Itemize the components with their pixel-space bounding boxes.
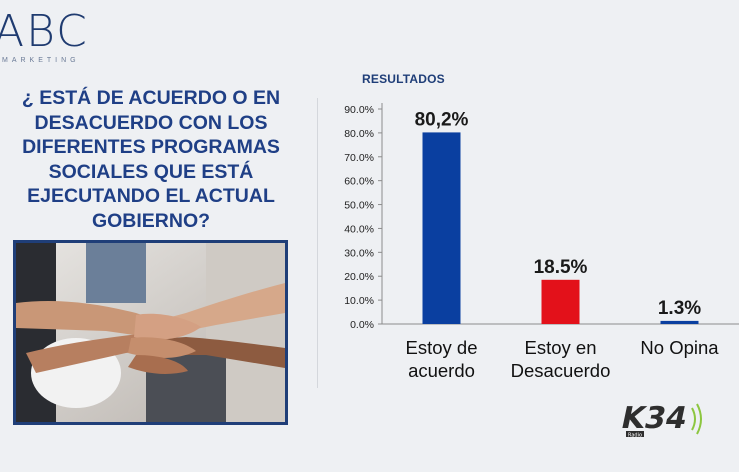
y-tick-label: 0.0%: [350, 319, 374, 331]
category-label: Estoy de: [406, 337, 478, 358]
bar: [660, 320, 699, 324]
category-label: Desacuerdo: [511, 360, 611, 381]
results-bar-chart: 0.0% 10.0% 20.0% 30.0% 40.0% 50.0% 60.0% 70.0% 8…: [344, 103, 739, 381]
survey-question: ¿ ESTÁ DE ACUERDO O EN DESACUERDO CON LO…: [21, 87, 281, 232]
data-label: 1.3%: [658, 298, 701, 319]
hands-together-image: [16, 243, 285, 422]
category-label: acuerdo: [408, 360, 475, 381]
category-label: No Opina: [640, 337, 719, 358]
k34-letter-k: K34: [618, 401, 690, 436]
y-tick-label: 20.0%: [344, 271, 374, 283]
results-heading: RESULTADOS: [362, 72, 445, 86]
abc-marketing-logo: ABC MARKETING: [0, 6, 100, 65]
y-tick-label: 80.0%: [344, 128, 374, 140]
vertical-divider: [317, 98, 318, 388]
data-label: 18.5%: [534, 257, 588, 278]
y-tick-label: 30.0%: [344, 247, 374, 259]
hands-together-photo: [13, 240, 288, 425]
signal-wave-icon: [691, 407, 696, 431]
bar: [541, 279, 580, 324]
logo-wordmark: ABC: [0, 6, 89, 57]
bar: [422, 132, 461, 324]
y-tick-label: 10.0%: [344, 295, 374, 307]
y-tick-label: 60.0%: [344, 176, 374, 188]
y-tick-label: 90.0%: [344, 104, 374, 116]
signal-wave-icon: [696, 403, 702, 435]
y-tick-label: 40.0%: [344, 223, 374, 235]
data-label: 80,2%: [415, 109, 469, 130]
logo-subtitle: MARKETING: [2, 57, 80, 64]
k34-radio-label: Radio: [628, 433, 642, 439]
k34-radio-logo: K34 Radio: [618, 401, 702, 439]
y-tick-label: 50.0%: [344, 200, 374, 212]
category-label: Estoy en: [525, 337, 597, 358]
y-tick-label: 70.0%: [344, 152, 374, 164]
